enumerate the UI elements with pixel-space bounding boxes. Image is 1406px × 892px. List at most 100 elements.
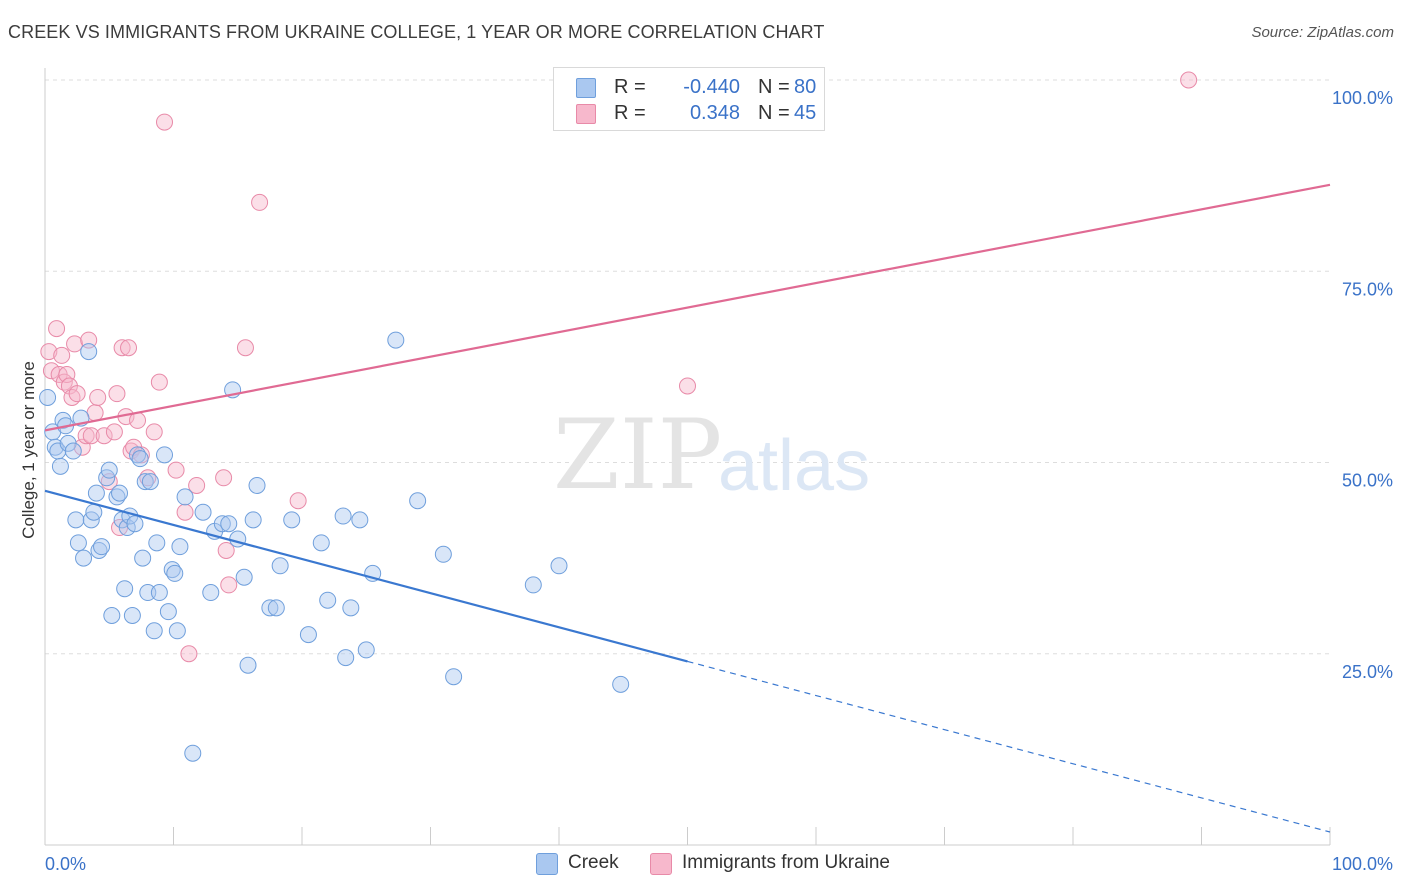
creek-point — [612, 675, 630, 693]
creek-point — [116, 580, 134, 598]
ukraine-point — [150, 373, 168, 391]
watermark-atlas: atlas — [718, 426, 870, 506]
ukraine-point — [145, 423, 163, 441]
creek-point — [141, 473, 159, 491]
creek-point — [184, 744, 202, 762]
creek-point — [445, 668, 463, 686]
bottom-legend-label: Immigrants from Ukraine — [682, 852, 890, 873]
y-tick-label: 50.0% — [1342, 471, 1393, 491]
creek-point — [136, 473, 154, 491]
ukraine-point — [679, 377, 696, 395]
ukraine-point — [236, 339, 254, 357]
creek-point — [126, 515, 144, 533]
correlation-legend: R = -0.440 N = 80 R = 0.348 N = 45 — [553, 67, 825, 131]
ukraine-point — [95, 427, 113, 445]
ukraine-point — [188, 476, 206, 494]
ukraine-point — [176, 503, 194, 521]
creek-point — [550, 557, 568, 575]
creek-point — [145, 622, 163, 640]
creek-point — [299, 626, 317, 644]
creek-point — [357, 641, 375, 659]
legend-n-value: 45 — [794, 102, 817, 124]
creek-point — [213, 515, 231, 533]
legend-n-label: N = — [758, 102, 790, 124]
ukraine-point — [77, 427, 95, 445]
ukraine-point — [108, 385, 126, 403]
chart-title: CREEK VS IMMIGRANTS FROM UKRAINE COLLEGE… — [8, 22, 825, 42]
bottom-legend-label: Creek — [568, 852, 619, 873]
ukraine-point — [251, 193, 269, 211]
legend-r-label: R = — [614, 76, 646, 98]
legend-r-value: -0.440 — [683, 76, 740, 98]
ukraine-point — [167, 461, 185, 479]
ukraine-point — [66, 335, 84, 353]
creek-swatch — [536, 853, 558, 875]
creek-point — [159, 603, 177, 621]
creek-swatch — [576, 78, 596, 98]
ukraine-point — [40, 343, 58, 361]
y-tick-label: 75.0% — [1342, 279, 1393, 299]
ukraine-point — [220, 576, 238, 594]
creek-point — [202, 584, 220, 602]
creek-point — [271, 557, 289, 575]
creek-point — [351, 511, 369, 529]
creek-point — [524, 576, 542, 594]
ukraine-point — [82, 427, 100, 445]
legend-n-value: 80 — [794, 76, 817, 98]
creek-point — [334, 507, 352, 525]
legend-r-value: 0.348 — [689, 102, 740, 124]
y-tick-label: 25.0% — [1342, 662, 1393, 682]
watermark-zip: ZIP — [553, 399, 722, 511]
creek-point — [267, 599, 285, 617]
creek-point — [148, 534, 166, 552]
ukraine-point — [113, 339, 131, 357]
creek-point — [171, 538, 189, 556]
y-axis-label-wrap: College, 1 year or more — [14, 300, 44, 600]
ukraine-point — [73, 438, 91, 456]
creek-point — [319, 591, 337, 609]
creek-point — [409, 492, 427, 510]
ukraine-point — [48, 320, 66, 338]
ukraine-point — [53, 346, 71, 364]
creek-point — [39, 388, 57, 406]
ukraine-point — [89, 388, 107, 406]
creek-point — [64, 442, 82, 460]
creek-point — [111, 484, 129, 502]
creek-point — [235, 568, 253, 586]
ukraine-point — [289, 492, 307, 510]
axis-layer — [44, 68, 1331, 846]
creek-point — [261, 599, 279, 617]
ukraine-swatch — [650, 853, 672, 875]
creek-point — [80, 343, 98, 361]
creek-point — [123, 607, 141, 624]
creek-point — [69, 534, 87, 552]
creek-point — [51, 457, 69, 475]
creek-point — [85, 503, 103, 521]
creek-point — [342, 599, 360, 617]
trend-lines — [44, 183, 1331, 833]
creek-point — [150, 584, 168, 602]
creek-series-points — [39, 331, 630, 762]
creek-point — [100, 461, 118, 479]
x-tick-label: 100.0% — [1332, 854, 1393, 874]
x-tick-label: 0.0% — [45, 854, 86, 874]
ukraine-swatch — [576, 104, 596, 124]
creek-point — [337, 649, 355, 667]
creek-point — [434, 545, 452, 563]
creek-trend-extension — [687, 660, 1331, 833]
ukraine-point — [217, 541, 235, 559]
creek-point — [87, 484, 105, 502]
ukraine-point — [68, 385, 86, 403]
ukraine-point — [105, 423, 123, 441]
creek-point — [176, 488, 194, 506]
creek-point — [131, 450, 149, 468]
creek-point — [93, 538, 111, 556]
creek-point — [312, 534, 330, 552]
creek-trend-line — [44, 489, 688, 663]
ukraine-trend-line — [44, 183, 1331, 432]
creek-point — [67, 511, 85, 529]
creek-point — [156, 446, 174, 464]
ukraine-point — [180, 645, 198, 663]
